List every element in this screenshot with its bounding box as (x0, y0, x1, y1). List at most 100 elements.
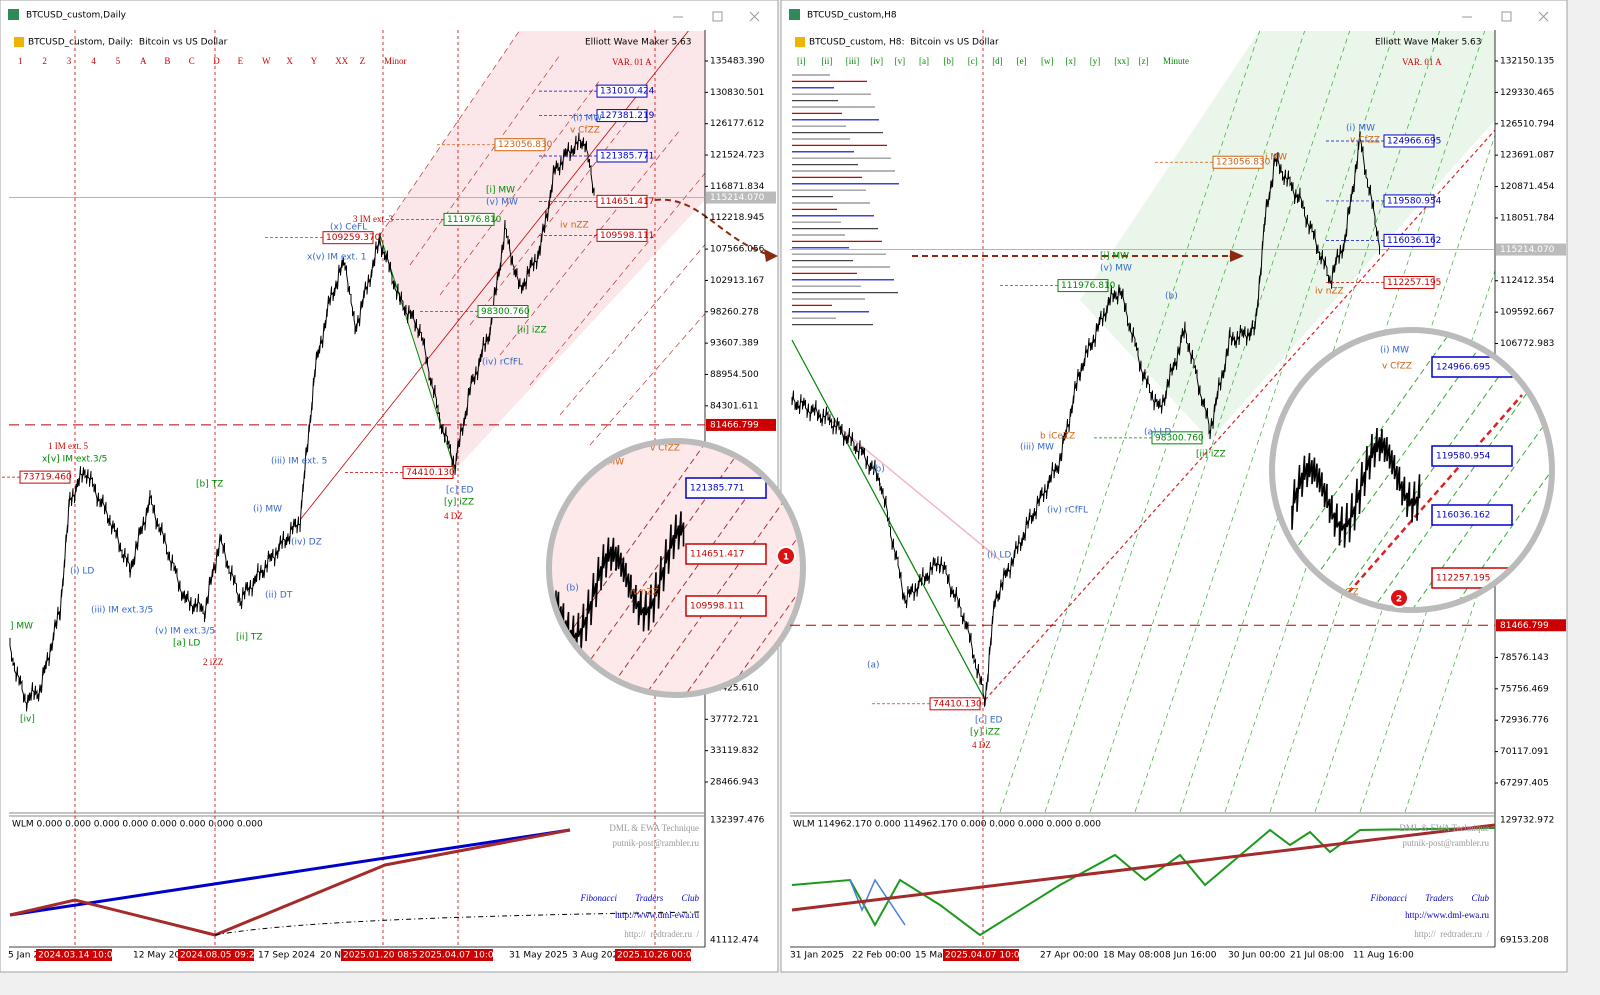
indicator-name: Elliott Wave Maker 5.63 (585, 38, 691, 48)
wave-button[interactable]: Minute (1163, 56, 1189, 66)
wave-label: [c] ED (975, 716, 1003, 726)
wave-label: (b) (566, 584, 579, 594)
price-tag: 123056.830 (498, 140, 553, 150)
wave-button[interactable]: [v] (895, 56, 906, 66)
time-label: 5 Jan 2 (8, 951, 39, 961)
time-label: 2025.04.07 10:04 (945, 951, 1026, 961)
price-tag-box (685, 543, 767, 565)
channel-line (675, 444, 800, 692)
wave-button[interactable]: D (213, 56, 220, 66)
wave-button[interactable]: B (164, 56, 170, 66)
trend-line (1341, 394, 1523, 601)
wave-button[interactable]: 2 (42, 56, 47, 66)
window-title: BTCUSD_custom,Daily (26, 11, 127, 21)
wave-label: i MW (1265, 153, 1287, 163)
close-button[interactable] (749, 11, 760, 22)
price-tag: 74410.130 (933, 699, 982, 709)
symbol-icon (795, 37, 805, 47)
price-label: 132150.135 (1500, 57, 1554, 67)
window-title: BTCUSD_custom,H8 (807, 11, 897, 21)
price-tag-box (596, 84, 648, 98)
wave-button[interactable]: Y (311, 56, 318, 66)
channel-line (1179, 31, 1441, 812)
wave-button[interactable]: W (262, 56, 271, 66)
wave-label: iv nZZ (1315, 287, 1344, 297)
sub-price: 69153.208 (1500, 936, 1549, 946)
wave-button[interactable]: 4 (91, 56, 96, 66)
chart-header: BTCUSD_custom, H8: Bitcoin vs US Dollar (809, 38, 999, 48)
price-label: 84301.611 (710, 401, 759, 411)
wave-label: (i) MW (253, 505, 282, 515)
wave-button[interactable]: [z] (1139, 56, 1149, 66)
wave-button[interactable]: [iv] (870, 56, 883, 66)
magnified-view: 124966.695 119580.954 116036.162 112257.195… (1275, 333, 1549, 607)
wave-button[interactable]: [iii] (846, 56, 860, 66)
wave-button[interactable]: X (286, 56, 293, 66)
wave-label: (iv) rCfFL (482, 358, 523, 368)
wave-button[interactable]: [i] (797, 56, 806, 66)
app-icon (8, 9, 19, 20)
wave-button[interactable]: [y] (1090, 56, 1101, 66)
watermark: http:// redtrader.ru / (1414, 929, 1489, 939)
price-label: 72936.776 (1500, 716, 1549, 726)
wave-label: 3 IM ext. 3 (353, 214, 393, 224)
wave-button[interactable]: [xx] (1114, 56, 1129, 66)
wave-button[interactable]: E (238, 56, 244, 66)
trend-line (829, 419, 1001, 561)
time-label: 2024.08.05 09:24 (180, 951, 261, 961)
watermark: http://www.dml-ewa.ru (615, 910, 699, 920)
wave-button[interactable]: [a] (919, 56, 929, 66)
price-tag-box (596, 194, 648, 208)
channel-line (1224, 31, 1486, 812)
wave-label: (v) MW (1100, 264, 1132, 274)
wave-button[interactable]: 5 (116, 56, 121, 66)
wave-label: x(v) IM ext. 1 (307, 253, 367, 263)
wave-button[interactable]: 1 (18, 56, 23, 66)
price-label: 93607.389 (710, 339, 759, 349)
wave-button[interactable]: [w] (1041, 56, 1054, 66)
wave-button[interactable]: Z (360, 56, 366, 66)
price-label: 70117.091 (1500, 747, 1549, 757)
wave-label: [c] ED (446, 486, 474, 496)
wave-button[interactable]: [ii] (821, 56, 832, 66)
wave-button[interactable]: [e] (1017, 56, 1027, 66)
price-bars (9, 132, 595, 712)
maximize-button[interactable] (1501, 11, 1512, 22)
channel-line (1331, 333, 1533, 607)
wave-label: (v) IM ext.3/5 (155, 627, 215, 637)
wave-button[interactable]: [x] (1065, 56, 1076, 66)
wave-button[interactable]: [b] (943, 56, 954, 66)
wave-label: v CfZZ (1350, 136, 1380, 146)
wave-button[interactable]: [d] (992, 56, 1003, 66)
maximize-button[interactable] (712, 11, 723, 22)
wave-button[interactable]: C (189, 56, 195, 66)
bid-price: 115214.070 (710, 193, 765, 203)
close-button[interactable] (1538, 11, 1549, 22)
time-label: 2025.10.26 00:00 (617, 951, 698, 961)
channel-line (1089, 31, 1351, 812)
price-tag: 124966.695 (1387, 136, 1441, 146)
price-label: 121524.723 (710, 151, 764, 161)
wave-label: 2 iZZ (203, 657, 223, 667)
channel-line (439, 79, 601, 296)
wave-label: (i) LD (70, 567, 94, 577)
wave-label: (i) LD (987, 551, 1011, 561)
wave-button[interactable]: Minor (384, 56, 407, 66)
time-label: 11 Aug 16:00 (1353, 951, 1414, 961)
callout-badge (1389, 588, 1409, 608)
price-label: 98260.278 (710, 307, 759, 317)
wave-button[interactable]: XX (335, 56, 348, 66)
channel-line (555, 444, 757, 692)
channel-line (1275, 333, 1453, 607)
wave-button[interactable]: [c] (968, 56, 978, 66)
time-label: 31 May 2025 (509, 951, 568, 961)
wave-button[interactable]: A (140, 56, 147, 66)
price-tag-box (596, 109, 648, 123)
channel-line (469, 104, 641, 326)
channel-line (379, 31, 520, 236)
time-label: 2025.04.07 10:04 (419, 951, 500, 961)
price-tag: 119580.954 (1436, 452, 1491, 462)
wave-button[interactable]: 3 (67, 56, 72, 66)
channel-line (1314, 269, 1495, 812)
price-label: 88954.500 (710, 370, 759, 380)
